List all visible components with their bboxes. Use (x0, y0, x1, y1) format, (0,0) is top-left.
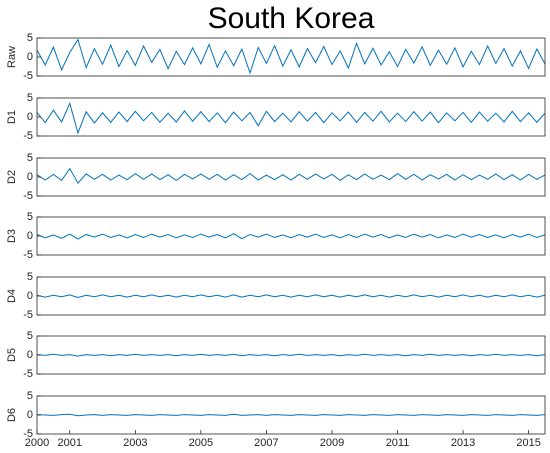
y-tick-label: 0 (27, 290, 33, 302)
y-tick-label: 0 (27, 349, 33, 361)
series-line (36, 38, 546, 75)
y-axis-label: D5 (6, 348, 18, 362)
y-tick-label: 5 (27, 152, 33, 164)
x-tick-label: 2013 (451, 437, 475, 449)
x-tick-label: 2000 (25, 437, 49, 449)
y-tick-label: 5 (27, 330, 33, 342)
y-axis-label: D1 (6, 110, 18, 124)
y-axis-label: D2 (6, 170, 18, 184)
y-tick-label: 0 (27, 111, 33, 123)
y-tick-label: 5 (27, 271, 33, 283)
y-axis-label: D3 (6, 229, 18, 243)
y-axis-label: D4 (6, 289, 18, 303)
y-tick-label: 5 (27, 92, 33, 104)
y-tick-label: -5 (23, 309, 33, 321)
series-line (36, 353, 546, 357)
y-tick-label: -5 (23, 130, 33, 142)
y-tick-label: -5 (23, 249, 33, 261)
x-tick-label: 2011 (386, 437, 410, 449)
y-tick-label: -5 (23, 190, 33, 202)
series-line (36, 413, 546, 417)
x-tick-label: 2005 (189, 437, 213, 449)
chart-title: South Korea (208, 2, 375, 35)
axes-frame (36, 157, 546, 197)
series-line (36, 101, 546, 135)
x-tick-label: 2015 (516, 437, 540, 449)
y-tick-label: 5 (27, 32, 33, 44)
x-tick-label: 2003 (123, 437, 147, 449)
axes-frame (36, 97, 546, 137)
y-axis-label: D6 (6, 408, 18, 422)
series-line (36, 233, 546, 240)
x-tick-label: 2007 (254, 437, 278, 449)
y-tick-label: -5 (23, 70, 33, 82)
y-tick-label: 5 (27, 211, 33, 223)
y-tick-label: 0 (27, 171, 33, 183)
y-tick-label: -5 (23, 368, 33, 380)
y-tick-label: 0 (27, 51, 33, 63)
y-tick-label: 5 (27, 390, 33, 402)
y-axis-label: Raw (6, 46, 18, 68)
y-tick-label: 0 (27, 409, 33, 421)
y-tick-label: -5 (23, 428, 33, 440)
y-tick-label: 0 (27, 230, 33, 242)
x-tick-label: 2001 (58, 437, 82, 449)
series-line (36, 294, 546, 299)
x-tick-label: 2009 (320, 437, 344, 449)
series-line (36, 167, 546, 184)
